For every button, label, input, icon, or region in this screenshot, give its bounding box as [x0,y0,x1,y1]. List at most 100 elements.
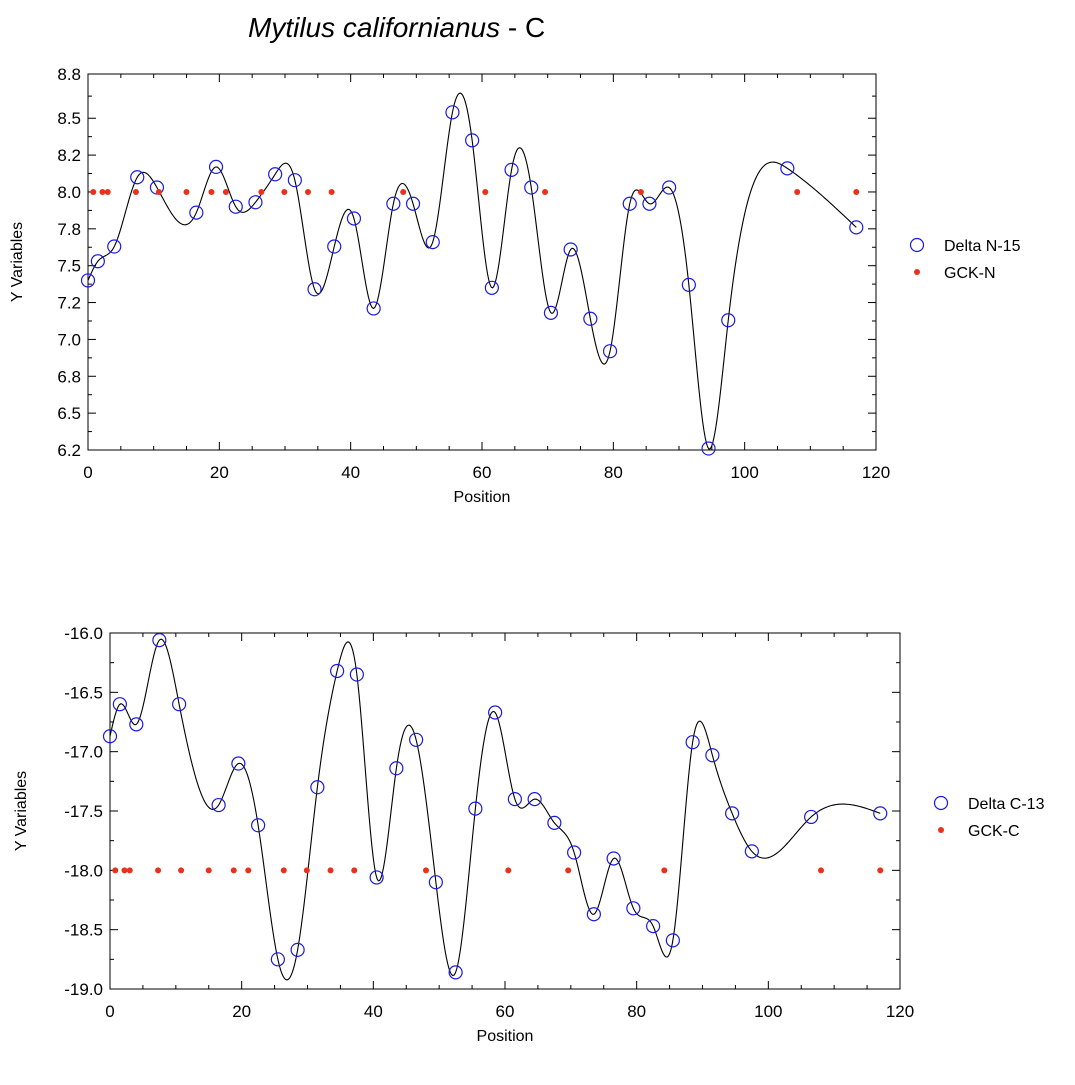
delta-c-13-point [665,933,680,948]
delta-n-15-point [701,441,716,456]
delta-c-13-point [251,818,266,833]
delta-n-15-point [248,195,263,210]
y-tick-label: 7.0 [57,330,81,349]
gck-c-point [505,867,512,874]
delta-c-13-point [468,801,483,816]
delta-c-13-point [270,952,285,967]
y-tick-label: 7.5 [57,257,81,276]
y-tick-label: -16.5 [64,683,103,702]
delta-c-13-point [349,667,364,682]
legend-marker-delta-n-15 [909,237,925,253]
delta-n-15-point [386,196,401,211]
y-tick-label: 7.2 [57,294,81,313]
gck-c-point [327,867,334,874]
gck-n-point [482,188,489,195]
delta-c-13-point [369,870,384,885]
gck-n-point [99,188,106,195]
gck-n-point [794,188,801,195]
gck-n-point [208,188,215,195]
delta-c-13-point [705,748,720,763]
delta-n-15-point [346,211,362,226]
gck-c-point [178,867,185,874]
gck-n-point [542,188,549,195]
gck-c-point [280,867,287,874]
gck-n-point [90,188,97,195]
delta-c-13-point [428,875,443,890]
delta-n-15-point [681,277,696,292]
legend-marker-delta-c-13 [933,795,949,811]
y-tick-label: 7.8 [57,220,81,239]
gck-n-point [281,188,288,195]
plot-frame [109,632,901,990]
delta-c-13-point [172,697,187,712]
delta-n-15-point [228,199,243,214]
x-axis-label: Position [454,489,511,506]
delta-c-13-point [586,907,601,922]
delta-c-13-point [152,633,167,648]
delta-n-15-point [484,280,499,295]
delta-n-15-point [107,239,122,254]
y-tick-label: 8.8 [57,65,81,84]
x-axis-label: Position [477,1028,534,1045]
delta-n-15-point [307,282,322,297]
x-tick-label: 20 [210,463,229,482]
y-tick-label: -17.5 [64,802,103,821]
delta-c-13-point [685,735,700,750]
gck-c-point [121,867,128,874]
chart-title-species: Mytilus californianus [248,12,501,43]
delta-n-15-point [287,173,302,188]
delta-c-13-point [389,761,404,776]
delta-c-13-point [606,851,621,866]
gck-n-point [183,188,190,195]
delta-c-13-point [873,806,888,821]
delta-n-15-point [445,105,460,120]
y-tick-label: 8.5 [57,109,81,128]
delta-c-13-point [129,717,144,732]
legend-label-gck-c: GCK-C [968,823,1020,840]
delta-c-13-point [290,942,305,957]
delta-n-15-point [90,254,105,269]
x-tick-label: 40 [341,463,360,482]
gck-n-point [304,188,311,195]
delta-n-15-point [130,170,145,185]
gck-n-point [155,188,162,195]
delta-n-15-point [583,311,598,326]
gck-c-point [155,867,162,874]
delta-n-15-point [465,133,480,148]
gck-n-point [853,188,860,195]
chart-title-suffix: - C [500,12,546,43]
gck-c-point [245,867,252,874]
x-tick-label: 120 [886,1002,914,1021]
y-axis-label: Y Variables [9,222,26,302]
delta-n-15-point [622,196,637,211]
delta-n-15-point [563,242,578,257]
delta-c-13-point [744,844,759,859]
delta-n-15-point [642,196,657,211]
delta-n-15-point [543,305,559,320]
legend-label-delta-n-15: Delta N-15 [944,238,1021,255]
delta-n-15-point [662,180,677,195]
x-tick-label: 60 [473,463,492,482]
delta-c-13-point [725,806,740,821]
delta-n-15-point [524,180,539,195]
gck-c-point [818,867,824,874]
delta-c-13-point [507,792,522,807]
delta-c-13-point [448,965,463,980]
delta-c-13-line [109,638,881,981]
delta-n-15-point [327,239,342,254]
y-tick-label: -18.5 [64,921,103,940]
delta-c-13-point [527,792,542,807]
chart-title: Mytilus californianus - C [248,6,648,50]
delta-c-13-point [804,809,819,825]
gck-c-point [303,867,310,874]
gck-c-point [351,867,358,874]
y-tick-label: 6.8 [57,367,81,386]
delta-n-15-point [189,205,204,220]
y-axis-label: Y Variables [13,771,30,851]
delta-n-15-point [208,159,224,174]
gck-c-point [565,867,572,874]
delta-n-15-point [425,234,440,250]
y-tick-label: -19.0 [64,980,103,999]
gck-c-point [112,867,119,874]
y-tick-label: 8.2 [57,146,81,165]
